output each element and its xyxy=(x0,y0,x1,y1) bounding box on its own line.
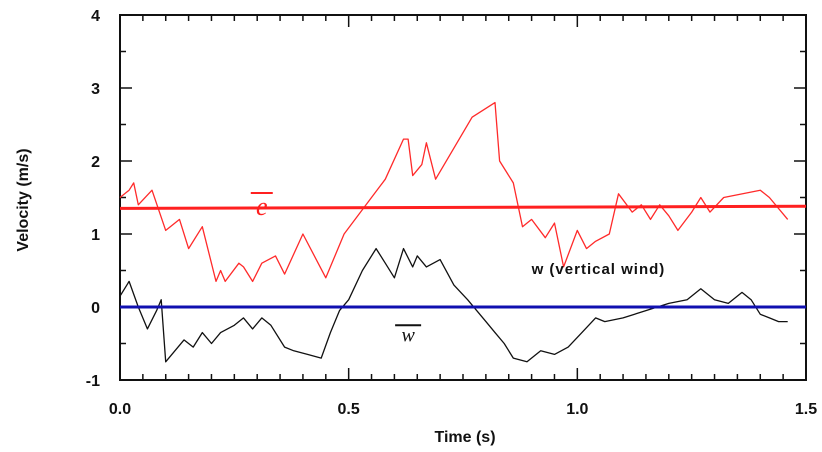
y-tick-label: 1 xyxy=(91,227,100,244)
y-tick-label: 3 xyxy=(91,81,100,98)
x-tick-label: 0.0 xyxy=(109,401,131,418)
y-tick-label: 4 xyxy=(91,8,100,25)
y-tick-label: -1 xyxy=(86,373,100,390)
e-series-line xyxy=(119,101,789,283)
e-mean-label: e xyxy=(256,192,268,221)
w-series-line xyxy=(119,247,788,363)
y-tick-label: 2 xyxy=(91,154,100,171)
annotation-vertical-wind: w (vertical wind) xyxy=(531,261,666,278)
x-tick-label: 0.5 xyxy=(338,401,360,418)
x-axis-label: Time (s) xyxy=(434,429,495,446)
w-mean-label: w xyxy=(401,324,415,346)
y-axis-label: Velocity (m/s) xyxy=(15,148,32,251)
y-tick-label: 0 xyxy=(91,300,100,317)
x-tick-label: 1.5 xyxy=(795,401,817,418)
axis-ticks xyxy=(119,14,807,381)
annotations: w (vertical wind) e w xyxy=(250,191,666,346)
axis-tick-labels: 0.0 0.5 1.0 1.5 -1 0 1 2 3 4 xyxy=(86,8,817,418)
plot-frame xyxy=(119,14,807,381)
series-group xyxy=(119,101,807,363)
e-mean-line xyxy=(119,204,807,210)
x-tick-label: 1.0 xyxy=(566,401,588,418)
